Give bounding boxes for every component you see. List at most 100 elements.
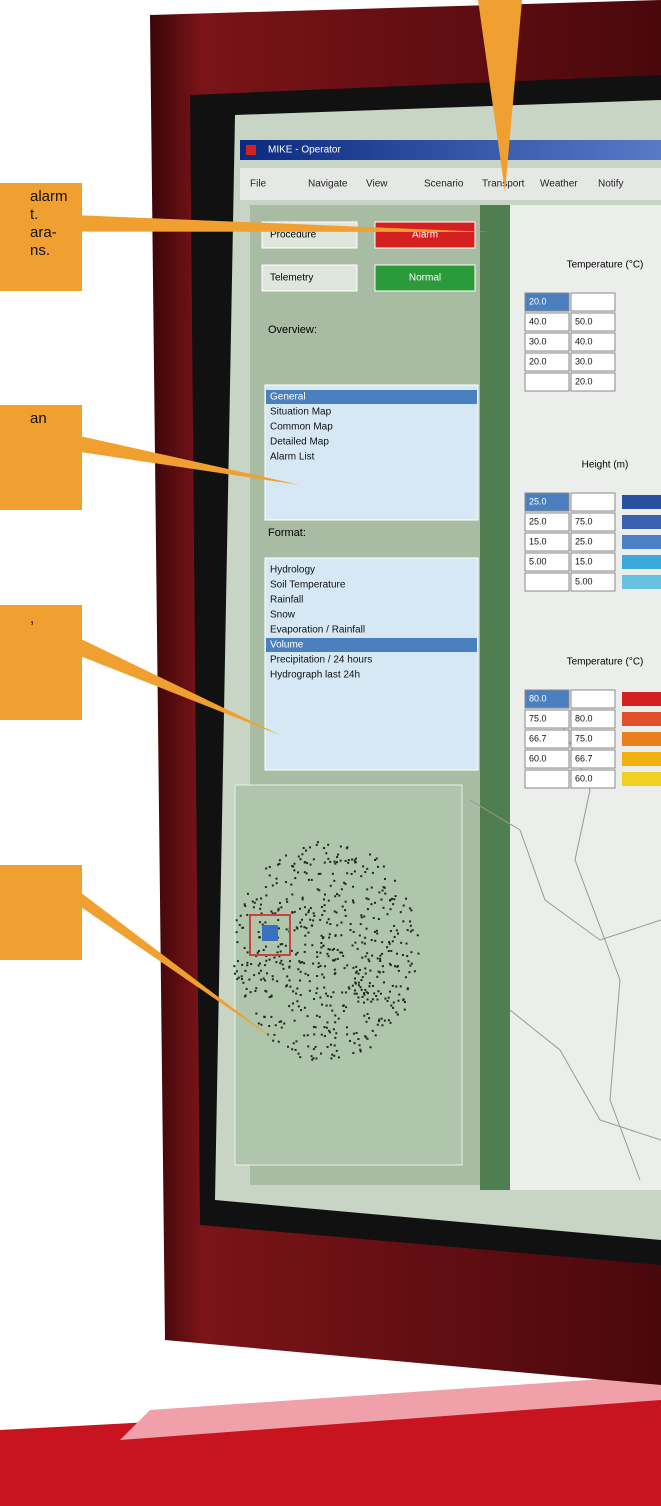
- list-item[interactable]: Hydrograph last 24h: [270, 670, 360, 681]
- map-dot: [310, 864, 312, 866]
- map-dot: [345, 915, 347, 917]
- map-dot: [322, 936, 324, 938]
- map-dot: [372, 872, 374, 874]
- map-dot: [311, 1055, 313, 1057]
- legend-cell: [525, 573, 569, 591]
- map-dot: [354, 859, 356, 861]
- map-dot: [309, 990, 311, 992]
- map-dot: [239, 924, 241, 926]
- map-dot: [374, 902, 376, 904]
- map-dot: [369, 970, 371, 972]
- map-dot: [354, 993, 356, 995]
- map-dot: [304, 1007, 306, 1009]
- map-dot: [403, 905, 405, 907]
- map-dot: [304, 935, 306, 937]
- map-dot: [296, 928, 298, 930]
- map-dot: [380, 993, 382, 995]
- map-dot: [253, 974, 255, 976]
- list-item[interactable]: Evaporation / Rainfall: [270, 625, 365, 636]
- map-dot: [323, 976, 325, 978]
- map-dot: [372, 985, 374, 987]
- map-dot: [286, 898, 288, 900]
- map-dot: [321, 1034, 323, 1036]
- map-dot: [305, 914, 307, 916]
- map-dot: [318, 962, 320, 964]
- map-dot: [303, 847, 305, 849]
- map-dot: [278, 927, 280, 929]
- list-item[interactable]: Volume: [270, 640, 304, 651]
- list-item[interactable]: Hydrology: [270, 565, 315, 576]
- map-dot: [242, 982, 244, 984]
- map-dot: [357, 948, 359, 950]
- list-item[interactable]: General: [270, 392, 306, 403]
- map-dot: [378, 918, 380, 920]
- legend-swatch: [622, 752, 661, 766]
- map-dot: [377, 957, 379, 959]
- map-dot: [387, 913, 389, 915]
- map-dot: [316, 951, 318, 953]
- map-dot: [352, 886, 354, 888]
- map-dot: [392, 985, 394, 987]
- map-dot: [388, 997, 390, 999]
- map-dot: [353, 1033, 355, 1035]
- menu-item[interactable]: File: [250, 179, 267, 190]
- map-dot: [323, 987, 325, 989]
- map-dot: [343, 882, 345, 884]
- map-dot: [383, 866, 385, 868]
- legend-swatch: [622, 555, 661, 569]
- map-dot: [373, 917, 375, 919]
- map-dot: [359, 1049, 361, 1051]
- map-dot: [309, 980, 311, 982]
- map-dot: [357, 1001, 359, 1003]
- map-dot: [346, 964, 348, 966]
- map-dot: [407, 987, 409, 989]
- map-dot: [304, 906, 306, 908]
- list-item[interactable]: Precipitation / 24 hours: [270, 655, 372, 666]
- map-dot: [324, 965, 326, 967]
- map-dot: [354, 1042, 356, 1044]
- map-dot: [244, 947, 246, 949]
- map-dot: [346, 846, 348, 848]
- map-dot: [291, 865, 293, 867]
- map-dot: [313, 858, 315, 860]
- menu-item[interactable]: Navigate: [308, 179, 348, 190]
- map-dot: [252, 901, 254, 903]
- list-item[interactable]: Soil Temperature: [270, 580, 346, 591]
- menu-item[interactable]: Weather: [540, 179, 578, 190]
- map-dot: [269, 959, 271, 961]
- map-dot: [355, 983, 357, 985]
- map-dot: [367, 1013, 369, 1015]
- map-dot: [300, 1009, 302, 1011]
- map-dot: [246, 962, 248, 964]
- map-dot: [264, 921, 266, 923]
- list-item[interactable]: Common Map: [270, 422, 333, 433]
- map-dot: [300, 926, 302, 928]
- map-dot: [376, 976, 378, 978]
- list-item[interactable]: Detailed Map: [270, 437, 329, 448]
- list-item[interactable]: Situation Map: [270, 407, 332, 418]
- map-dot: [334, 1044, 336, 1046]
- map-dot: [304, 944, 306, 946]
- menu-item[interactable]: Transport: [482, 179, 525, 190]
- map-dot: [265, 991, 267, 993]
- map-dot: [329, 861, 331, 863]
- map-dot: [283, 968, 285, 970]
- map-dot: [304, 861, 306, 863]
- map-dot: [320, 1053, 322, 1055]
- map-dot: [311, 879, 313, 881]
- map-dot: [270, 1016, 272, 1018]
- legend-value: 66.7: [575, 753, 593, 763]
- menu-item[interactable]: Scenario: [424, 179, 464, 190]
- menu-item[interactable]: Notify: [598, 179, 624, 190]
- menu-item[interactable]: View: [366, 179, 388, 190]
- list-item[interactable]: Alarm List: [270, 452, 315, 463]
- legend-value: 75.0: [575, 516, 593, 526]
- map-dot: [246, 964, 248, 966]
- map-dot: [397, 933, 399, 935]
- list-item[interactable]: Snow: [270, 610, 296, 621]
- map-dot: [269, 996, 271, 998]
- map-dot: [275, 961, 277, 963]
- map-dot: [263, 949, 265, 951]
- list-item[interactable]: Rainfall: [270, 595, 303, 606]
- map-dot: [371, 887, 373, 889]
